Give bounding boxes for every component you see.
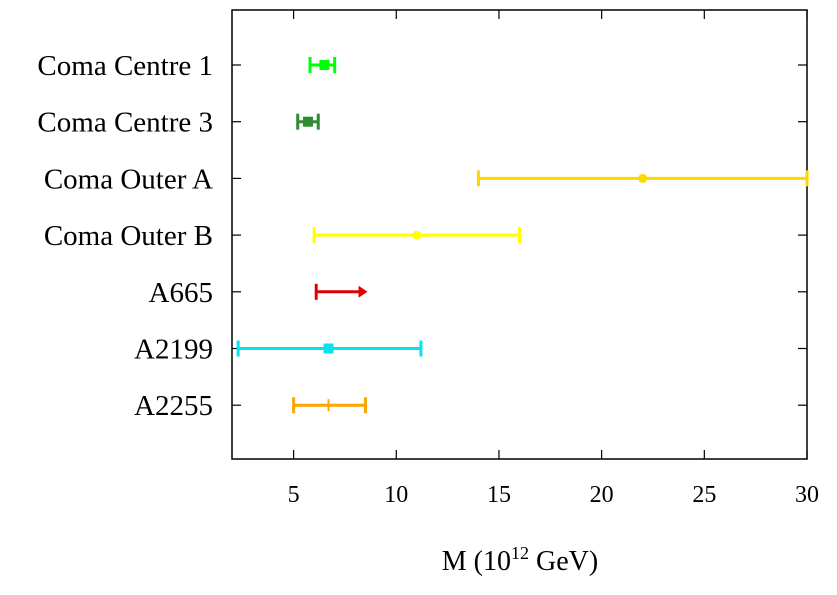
x-tick-label: 10 — [384, 482, 408, 508]
center-marker — [412, 230, 422, 240]
data-marks — [236, 57, 809, 414]
category-label: Coma Centre 1 — [37, 50, 213, 82]
lower-limit-arrow — [358, 285, 368, 298]
error-bar-a2255 — [292, 397, 367, 414]
category-label: Coma Centre 3 — [37, 107, 213, 139]
x-tick-label: 5 — [288, 482, 300, 508]
error-bar-coma-outer-a — [476, 170, 809, 187]
x-tick-label: 25 — [692, 482, 716, 508]
category-labels: Coma Centre 1 Coma Centre 3 Coma Outer A Co… — [37, 50, 213, 422]
error-bar-coma-centre-3 — [296, 113, 320, 130]
center-marker — [638, 173, 648, 183]
category-label: A2255 — [134, 390, 213, 422]
x-tick-label: 30 — [795, 482, 819, 508]
error-bar-a2199 — [236, 340, 423, 357]
x-axis-label: M (1012 GeV) — [442, 543, 598, 577]
axis-ticks — [232, 10, 808, 459]
center-marker — [302, 116, 313, 127]
category-label: Coma Outer A — [44, 163, 213, 195]
category-label: Coma Outer B — [44, 220, 213, 252]
error-bar-a665 — [314, 283, 368, 300]
center-marker — [319, 60, 330, 70]
center-marker — [323, 343, 334, 354]
x-tick-label: 15 — [487, 482, 511, 508]
category-label: A665 — [149, 277, 213, 309]
x-tick-labels: 5 10 15 20 25 30 — [288, 482, 819, 508]
error-bar-coma-outer-b — [312, 227, 521, 244]
category-label: A2199 — [134, 334, 213, 366]
error-bar-coma-centre-1 — [308, 57, 337, 73]
x-tick-label: 20 — [590, 482, 614, 508]
